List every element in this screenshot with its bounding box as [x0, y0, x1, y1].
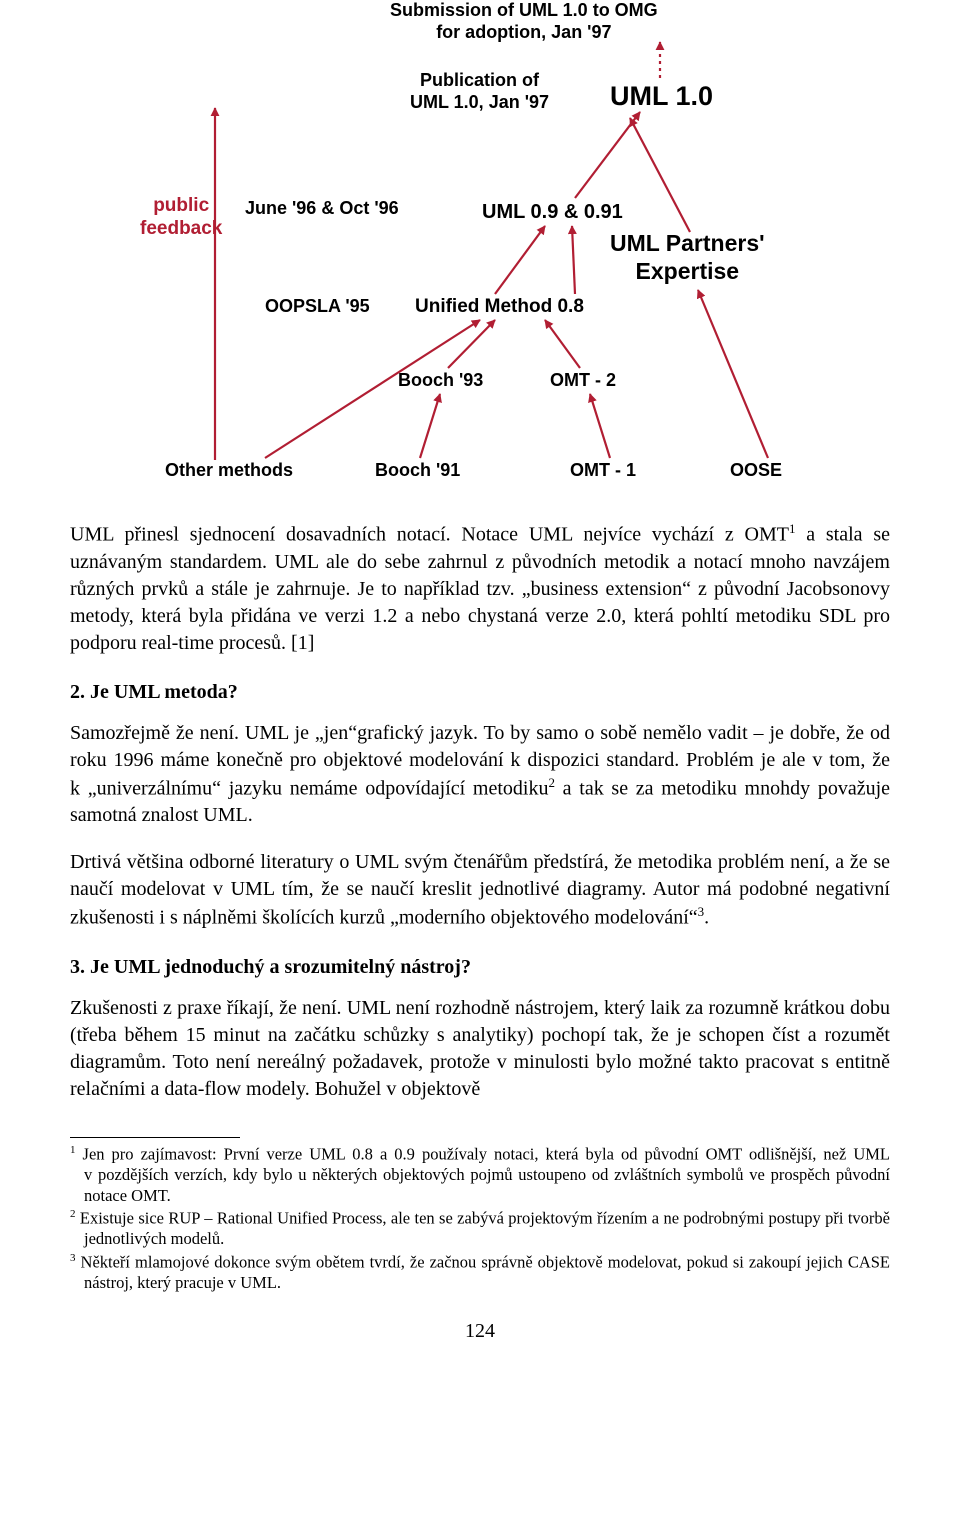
paragraph-3: Drtivá většina odborné literatury o UML … [70, 849, 890, 932]
page-number: 124 [70, 1320, 890, 1343]
diagram-arrow [698, 290, 768, 458]
diagram-arrow [630, 118, 690, 232]
diagram-label-oopsla: OOPSLA '95 [265, 296, 370, 318]
p3-text-a: Drtivá většina odborné literatury o UML … [70, 851, 890, 929]
diagram-arrow [495, 226, 545, 294]
diagram-label-unified08: Unified Method 0.8 [415, 296, 584, 319]
footnotes-block: 1 Jen pro zajímavost: První verze UML 0.… [70, 1137, 890, 1294]
diagram-label-submission: Submission of UML 1.0 to OMG for adoptio… [390, 0, 658, 43]
diagram-arrow [572, 226, 575, 294]
diagram-label-uml09: UML 0.9 & 0.91 [482, 200, 623, 224]
p3-text-b: . [704, 907, 709, 929]
footnote-3-text: Někteří mlamojové dokonce svým obětem tv… [81, 1253, 890, 1293]
diagram-label-oose: OOSE [730, 460, 782, 482]
footnote-3: 3 Někteří mlamojové dokonce svým obětem … [70, 1252, 890, 1294]
heading-3: 3. Je UML jednoduchý a srozumitelný nást… [70, 956, 890, 979]
diagram-arrow [575, 112, 640, 198]
footnote-1-text: Jen pro zajímavost: První verze UML 0.8 … [83, 1144, 890, 1204]
article-body: UML přinesl sjednocení dosavadních notac… [70, 520, 890, 1103]
p1-text-a: UML přinesl sjednocení dosavadních notac… [70, 524, 789, 546]
heading-2: 2. Je UML metoda? [70, 681, 890, 704]
diagram-label-partners: UML Partners' Expertise [610, 230, 765, 285]
diagram-label-omt2: OMT - 2 [550, 370, 616, 392]
footnote-2-text: Existuje sice RUP – Rational Unified Pro… [80, 1209, 890, 1249]
diagram-label-public_feedback: public feedback [140, 195, 222, 241]
paragraph-4: Zkušenosti z praxe říkají, že není. UML … [70, 995, 890, 1103]
diagram-arrow [448, 320, 495, 368]
paragraph-2: Samozřejmě že není. UML je „jen“grafický… [70, 720, 890, 830]
diagram-label-booch91: Booch '91 [375, 460, 460, 482]
diagram-label-uml10: UML 1.0 [610, 80, 713, 112]
diagram-arrow [545, 320, 580, 368]
uml-history-diagram: Submission of UML 1.0 to OMG for adoptio… [70, 0, 890, 520]
diagram-label-omt1: OMT - 1 [570, 460, 636, 482]
diagram-label-other_methods: Other methods [165, 460, 293, 482]
footnote-2: 2 Existuje sice RUP – Rational Unified P… [70, 1208, 890, 1250]
diagram-label-publication: Publication of UML 1.0, Jan '97 [410, 70, 549, 113]
diagram-label-june_oct: June '96 & Oct '96 [245, 198, 399, 220]
diagram-arrow [590, 394, 610, 458]
footnote-1: 1 Jen pro zajímavost: První verze UML 0.… [70, 1144, 890, 1206]
diagram-label-booch93: Booch '93 [398, 370, 483, 392]
paragraph-1: UML přinesl sjednocení dosavadních notac… [70, 520, 890, 657]
diagram-arrow [420, 394, 440, 458]
footnote-rule [70, 1137, 240, 1138]
